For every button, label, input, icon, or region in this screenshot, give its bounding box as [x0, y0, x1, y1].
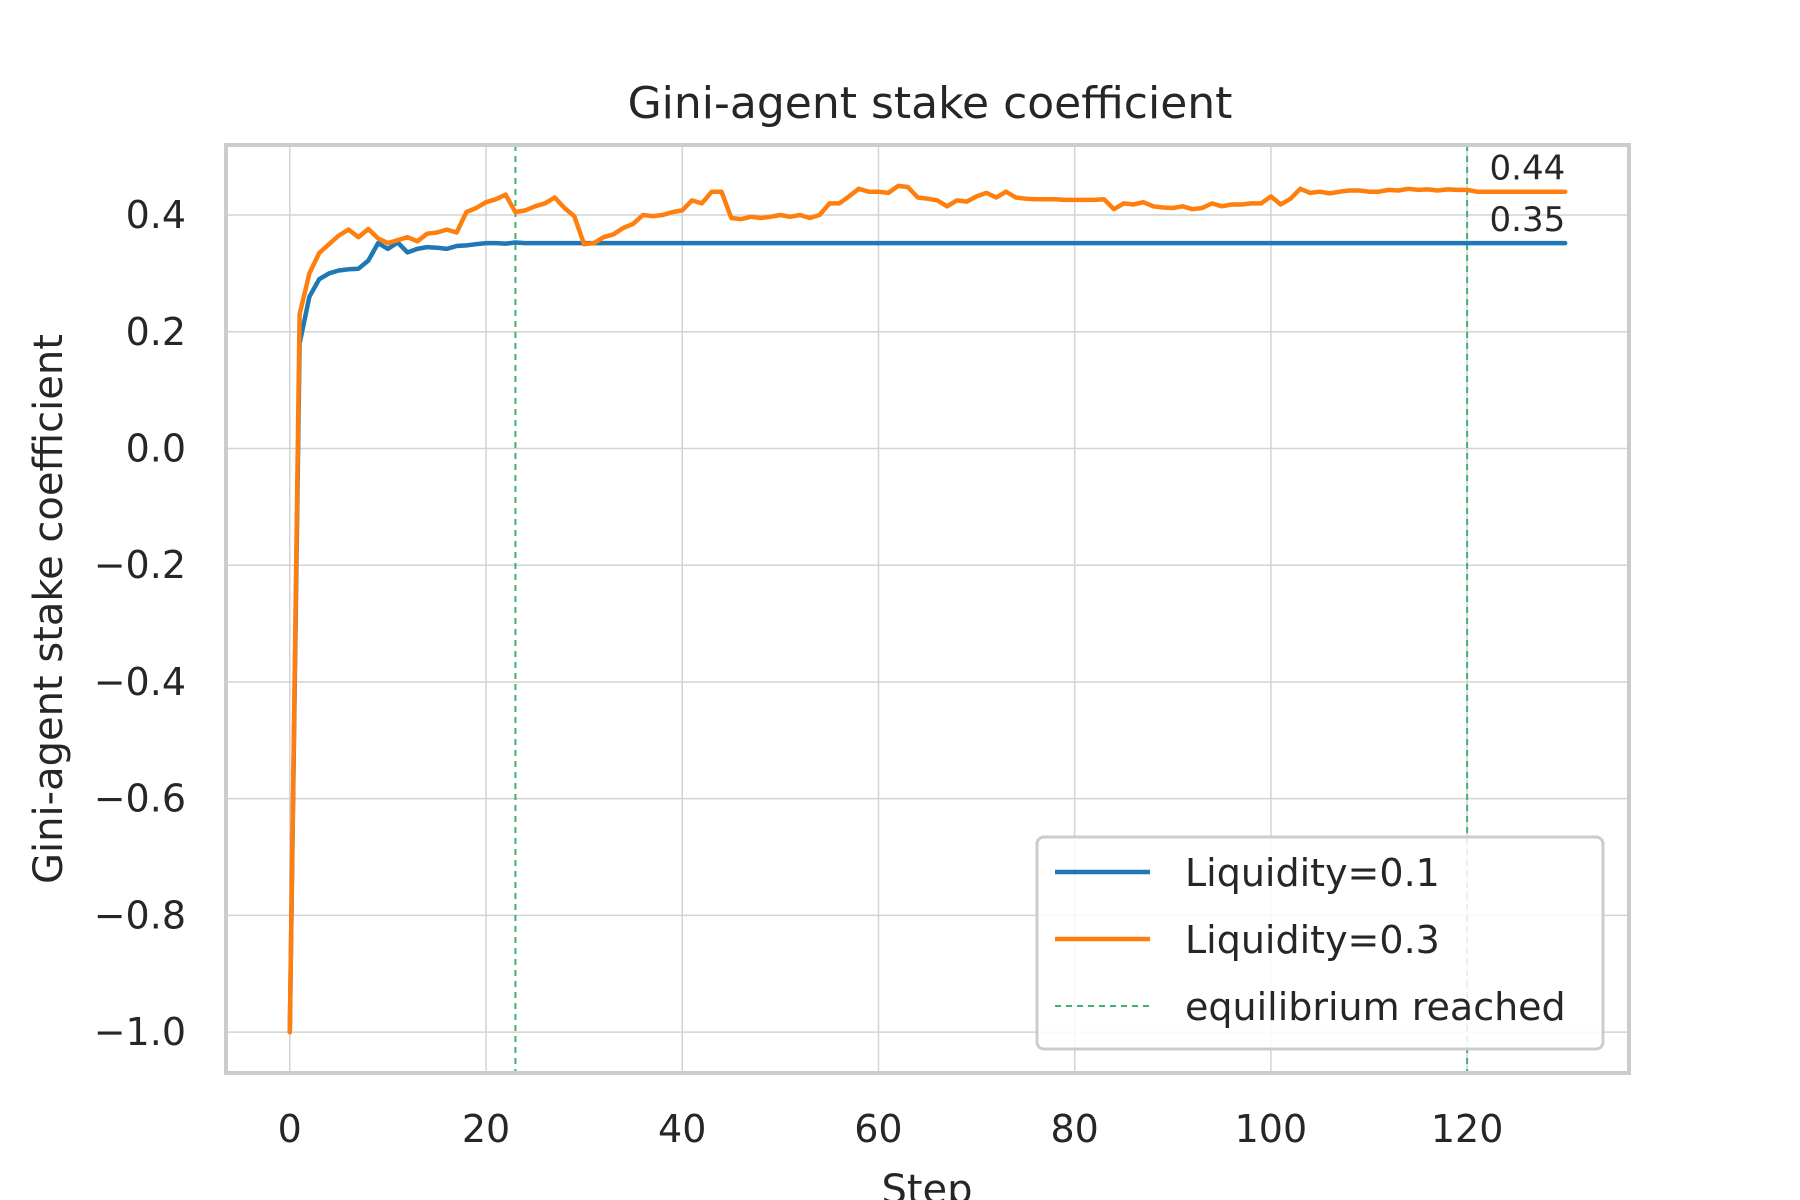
x-tick-label: 40 [658, 1107, 706, 1151]
plot-frame [224, 143, 1631, 1075]
x-tick-label: 60 [854, 1107, 902, 1151]
x-tick-label: 120 [1431, 1107, 1504, 1151]
series-layer [287, 183, 1568, 1035]
end-value-label: 0.44 [1490, 149, 1566, 189]
chart-title: Gini-agent stake coefficient [628, 78, 1233, 129]
x-tick-labels: 0 20 40 60 80 100 120 [278, 1107, 1504, 1151]
x-tick-label: 20 [462, 1107, 510, 1151]
legend-box [1035, 835, 1605, 1051]
legend-label-liquidity-0-1: Liquidity=0.1 [1185, 851, 1440, 895]
x-tick-label: 100 [1235, 1107, 1308, 1151]
x-tick-label: 0 [278, 1107, 302, 1151]
y-tick-label: 0.2 [126, 310, 186, 354]
end-value-label: 0.35 [1490, 200, 1566, 240]
legend-label-equilibrium: equilibrium reached [1185, 985, 1566, 1029]
y-tick-label: 0.4 [126, 193, 186, 237]
y-tick-label: −0.8 [94, 893, 186, 937]
series-line-liquidity-0-3 [287, 183, 1568, 1035]
y-tick-label: −0.4 [94, 660, 186, 704]
y-tick-label: −1.0 [94, 1010, 186, 1054]
end-labels: 0.44 0.35 [1490, 149, 1566, 240]
y-tick-label: −0.6 [94, 777, 186, 821]
x-tick-label: 80 [1050, 1107, 1098, 1151]
y-tick-labels: 0.4 0.2 0.0 −0.2 −0.4 −0.6 −0.8 −1.0 [94, 193, 186, 1054]
legend: Liquidity=0.1 Liquidity=0.3 equilibrium … [1035, 835, 1605, 1051]
x-axis-label: Step [881, 1167, 972, 1200]
y-tick-label: 0.0 [126, 426, 186, 470]
series-line-liquidity-0-1 [287, 240, 1568, 1035]
legend-label-liquidity-0-3: Liquidity=0.3 [1185, 918, 1440, 962]
y-tick-label: −0.2 [94, 543, 186, 587]
y-axis-label: Gini-agent stake coefficient [26, 334, 72, 884]
